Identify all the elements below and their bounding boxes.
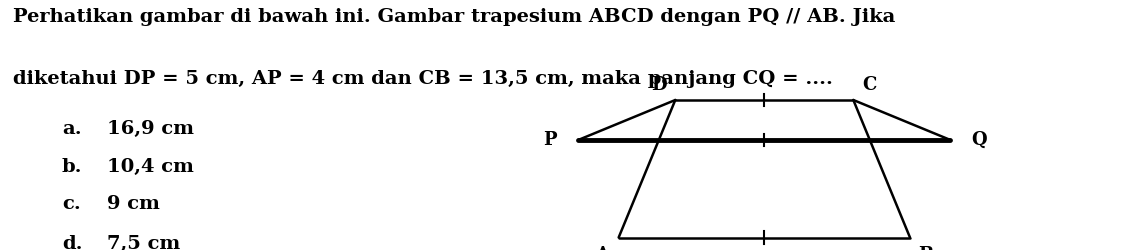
Text: d.: d.: [62, 235, 82, 250]
Text: 16,9 cm: 16,9 cm: [107, 120, 193, 138]
Text: P: P: [543, 131, 556, 149]
Text: A: A: [596, 246, 609, 250]
Text: B: B: [918, 246, 934, 250]
Text: 10,4 cm: 10,4 cm: [107, 158, 193, 176]
Text: C: C: [862, 76, 877, 94]
Text: b.: b.: [62, 158, 82, 176]
Text: 9 cm: 9 cm: [107, 195, 160, 213]
Text: Q: Q: [971, 131, 987, 149]
Text: D: D: [651, 76, 667, 94]
Text: c.: c.: [62, 195, 81, 213]
Text: Perhatikan gambar di bawah ini. Gambar trapesium ABCD dengan PQ // AB. Jika: Perhatikan gambar di bawah ini. Gambar t…: [13, 8, 896, 26]
Text: diketahui DP = 5 cm, AP = 4 cm dan CB = 13,5 cm, maka panjang CQ = ....: diketahui DP = 5 cm, AP = 4 cm dan CB = …: [13, 70, 833, 88]
Text: a.: a.: [62, 120, 81, 138]
Text: 7,5 cm: 7,5 cm: [107, 235, 180, 250]
